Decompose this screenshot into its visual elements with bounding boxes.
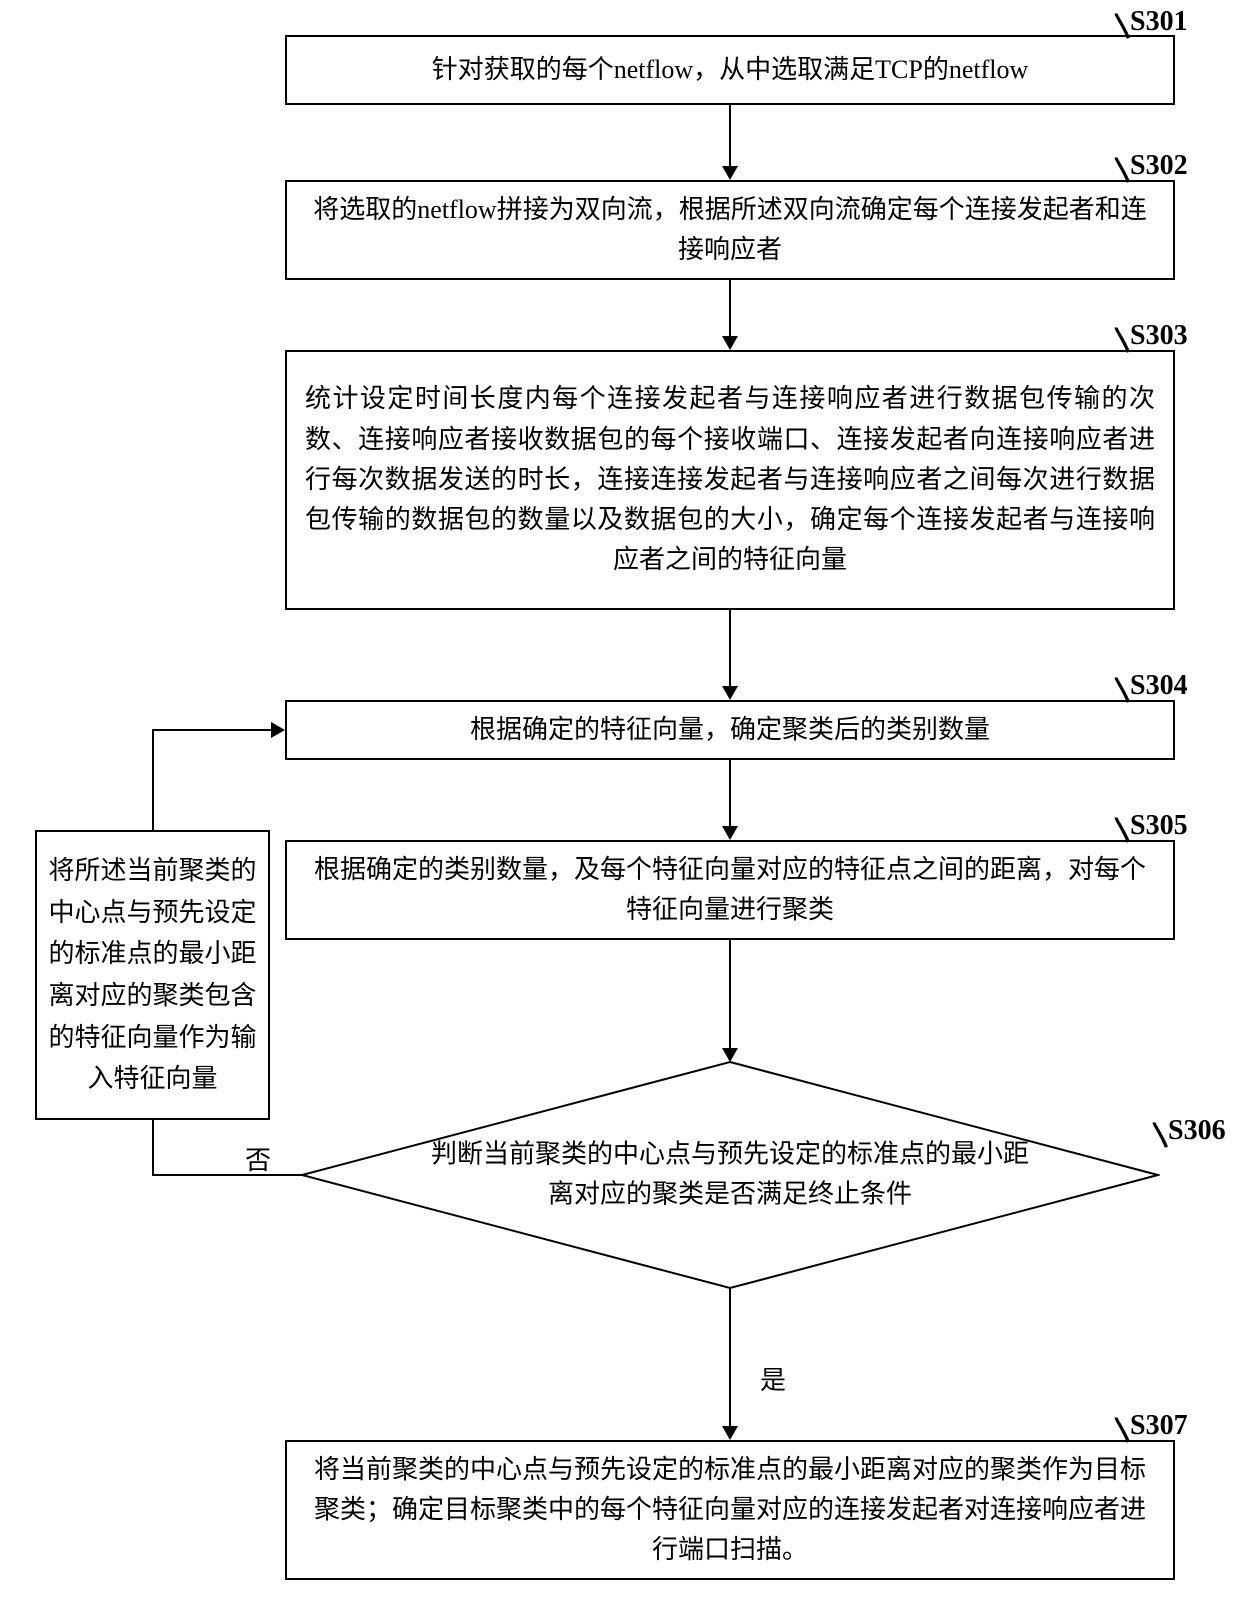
arrow-no-v — [152, 1120, 154, 1176]
arrow-s301-s302 — [729, 105, 731, 166]
label-s307: S307 — [1130, 1410, 1188, 1442]
arrowhead-fb-s304 — [271, 722, 285, 738]
label-s302: S302 — [1130, 150, 1188, 182]
arrow-s306-s307 — [729, 1288, 731, 1426]
decision-s306: 判断当前聚类的中心点与预先设定的标准点的最小距离对应的聚类是否满足终止条件 — [300, 1060, 1160, 1290]
arrowhead-s304-s305 — [722, 826, 738, 840]
arrow-s304-s305 — [729, 760, 731, 826]
label-s305: S305 — [1130, 810, 1188, 842]
arrow-s305-s306 — [729, 940, 731, 1048]
arrow-fb-h — [152, 729, 271, 731]
step-s301: 针对获取的每个netflow，从中选取满足TCP的netflow — [285, 35, 1175, 105]
arrowhead-s302-s303 — [722, 336, 738, 350]
label-s304: S304 — [1130, 670, 1188, 702]
step-s301-text: 针对获取的每个netflow，从中选取满足TCP的netflow — [432, 50, 1029, 90]
arrow-s302-s303 — [729, 280, 731, 336]
arrow-s303-s304 — [729, 610, 731, 686]
step-s307: 将当前聚类的中心点与预先设定的标准点的最小距离对应的聚类作为目标聚类；确定目标聚… — [285, 1440, 1175, 1580]
step-s302-text: 将选取的netflow拼接为双向流，根据所述双向流确定每个连接发起者和连接响应者 — [305, 190, 1155, 271]
step-s303-text: 统计设定时间长度内每个连接发起者与连接响应者进行数据包传输的次数、连接响应者接收… — [305, 379, 1155, 580]
arrowhead-s303-s304 — [722, 686, 738, 700]
step-s305: 根据确定的类别数量，及每个特征向量对应的特征点之间的距离，对每个特征向量进行聚类 — [285, 840, 1175, 940]
arrow-fb-v — [152, 729, 154, 830]
feedback-text: 将所述当前聚类的中心点与预先设定的标准点的最小距离对应的聚类包含的特征向量作为输… — [45, 850, 260, 1100]
label-s301: S301 — [1130, 6, 1188, 38]
decision-s306-text: 判断当前聚类的中心点与预先设定的标准点的最小距离对应的聚类是否满足终止条件 — [431, 1140, 1029, 1209]
decision-s306-text-wrap: 判断当前聚类的中心点与预先设定的标准点的最小距离对应的聚类是否满足终止条件 — [300, 1135, 1160, 1216]
arrow-no-h — [152, 1174, 302, 1176]
arrowhead-s301-s302 — [722, 166, 738, 180]
step-s307-text: 将当前聚类的中心点与预先设定的标准点的最小距离对应的聚类作为目标聚类；确定目标聚… — [305, 1450, 1155, 1571]
edge-label-yes: 是 — [760, 1360, 786, 1397]
label-s303: S303 — [1130, 320, 1188, 352]
step-s303: 统计设定时间长度内每个连接发起者与连接响应者进行数据包传输的次数、连接响应者接收… — [285, 350, 1175, 610]
step-s304-text: 根据确定的特征向量，确定聚类后的类别数量 — [470, 710, 990, 750]
feedback-box: 将所述当前聚类的中心点与预先设定的标准点的最小距离对应的聚类包含的特征向量作为输… — [35, 830, 270, 1120]
step-s304: 根据确定的特征向量，确定聚类后的类别数量 — [285, 700, 1175, 760]
step-s305-text: 根据确定的类别数量，及每个特征向量对应的特征点之间的距离，对每个特征向量进行聚类 — [305, 850, 1155, 931]
arrowhead-s306-s307 — [722, 1426, 738, 1440]
step-s302: 将选取的netflow拼接为双向流，根据所述双向流确定每个连接发起者和连接响应者 — [285, 180, 1175, 280]
edge-label-no: 否 — [245, 1140, 271, 1177]
label-s306: S306 — [1168, 1115, 1226, 1147]
arrowhead-s305-s306 — [722, 1048, 738, 1062]
